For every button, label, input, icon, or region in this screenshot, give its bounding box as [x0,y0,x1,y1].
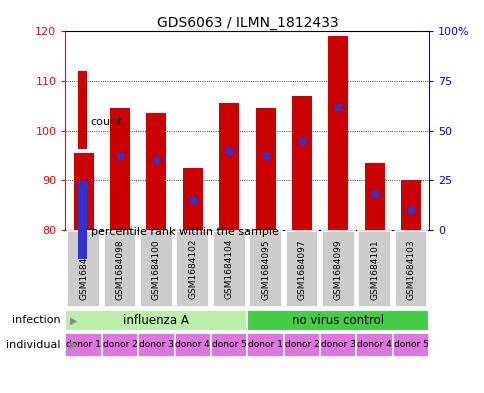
Bar [219,103,239,230]
Text: GSM1684103: GSM1684103 [406,239,415,299]
Text: donor 1: donor 1 [66,340,101,349]
Bar [291,96,311,230]
Text: GSM1684104: GSM1684104 [224,239,233,299]
Text: donor 4: donor 4 [175,340,210,349]
Text: donor 2: donor 2 [284,340,318,349]
Bar [182,168,202,230]
Bar [364,163,384,230]
Bar [328,37,348,230]
Text: donor 4: donor 4 [357,340,391,349]
Text: influenza A: influenza A [123,314,189,327]
FancyBboxPatch shape [212,231,245,307]
Text: GSM1684096: GSM1684096 [79,239,88,299]
Text: GSM1684102: GSM1684102 [188,239,197,299]
FancyBboxPatch shape [65,333,102,357]
Text: donor 3: donor 3 [139,340,173,349]
Text: GSM1684101: GSM1684101 [369,239,378,299]
Text: donor 1: donor 1 [248,340,282,349]
FancyBboxPatch shape [358,231,390,307]
Text: donor 3: donor 3 [320,340,355,349]
Text: count: count [91,117,122,127]
FancyBboxPatch shape [65,310,247,331]
Text: GSM1684098: GSM1684098 [115,239,124,299]
FancyBboxPatch shape [247,333,283,357]
Text: GSM1684099: GSM1684099 [333,239,342,299]
Bar [400,180,420,230]
Title: GDS6063 / ILMN_1812433: GDS6063 / ILMN_1812433 [156,17,337,30]
Text: no virus control: no virus control [292,314,383,327]
Text: ▶: ▶ [70,315,77,325]
FancyBboxPatch shape [211,333,247,357]
Text: GSM1684100: GSM1684100 [151,239,161,299]
Text: donor 5: donor 5 [393,340,427,349]
Text: donor 5: donor 5 [212,340,246,349]
FancyBboxPatch shape [283,333,319,357]
FancyBboxPatch shape [392,333,428,357]
FancyBboxPatch shape [319,333,356,357]
FancyBboxPatch shape [174,333,211,357]
Text: percentile rank within the sample: percentile rank within the sample [91,227,278,237]
FancyBboxPatch shape [249,231,281,307]
FancyBboxPatch shape [247,310,428,331]
FancyBboxPatch shape [394,231,426,307]
FancyBboxPatch shape [321,231,354,307]
Text: infection: infection [12,315,61,325]
Text: donor 2: donor 2 [103,340,137,349]
Bar [74,153,93,230]
Text: ▶: ▶ [70,340,77,350]
FancyBboxPatch shape [138,333,174,357]
FancyBboxPatch shape [176,231,209,307]
Text: GSM1684095: GSM1684095 [260,239,270,299]
Text: GSM1684097: GSM1684097 [297,239,306,299]
FancyBboxPatch shape [356,333,392,357]
Bar [255,108,275,230]
FancyBboxPatch shape [140,231,172,307]
Bar [110,108,130,230]
Text: individual: individual [6,340,60,350]
FancyBboxPatch shape [102,333,138,357]
FancyBboxPatch shape [67,231,100,307]
FancyBboxPatch shape [285,231,318,307]
FancyBboxPatch shape [104,231,136,307]
Bar [146,113,166,230]
